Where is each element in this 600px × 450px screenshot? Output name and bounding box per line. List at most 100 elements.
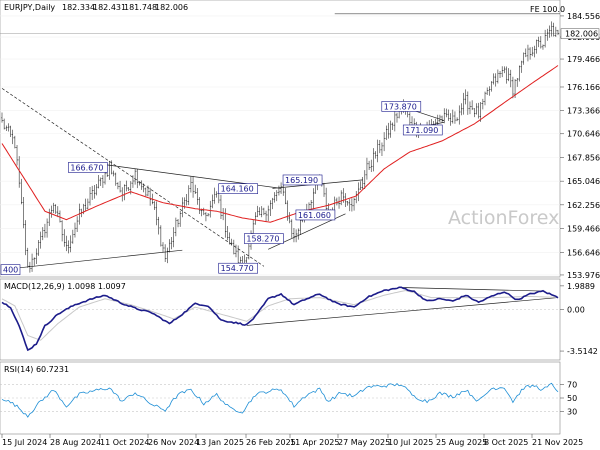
price-bar: [393, 108, 396, 132]
price-bar: [368, 160, 370, 170]
level-label: 161.060: [295, 209, 336, 221]
price-bar: [278, 185, 280, 196]
level-label: 158.270: [244, 233, 284, 244]
price-tick-label: 153.976: [567, 271, 600, 280]
price-bar: [520, 60, 523, 73]
price-bar: [95, 184, 98, 196]
price-bar: [524, 48, 527, 58]
last-price-box: [560, 28, 600, 39]
x-tick-label: 28 Aug 2024: [50, 438, 101, 447]
price-tick-label: 162.256: [567, 201, 600, 210]
price-bar: [269, 200, 272, 216]
price-bar: [13, 135, 16, 149]
price-bar: [391, 122, 394, 130]
x-tick-label: 15 Jul 2024: [2, 438, 47, 447]
price-bar: [254, 212, 257, 225]
price-bar: [286, 200, 289, 221]
price-bar: [99, 177, 102, 186]
level-label: 173.870: [381, 101, 422, 112]
level-box: [381, 101, 422, 112]
macd-line: [1, 286, 559, 352]
price-bar: [260, 206, 263, 218]
price-bar: [389, 120, 392, 138]
price-bar: [153, 201, 156, 210]
price-bar: [108, 160, 111, 180]
price-bar: [374, 151, 377, 159]
level-value: 164.160: [221, 185, 254, 194]
price-bar: [548, 25, 551, 38]
price-bar: [67, 240, 70, 254]
price-bar: [168, 239, 171, 253]
price-bar: [220, 194, 222, 219]
price-bar: [3, 118, 6, 130]
price-bar: [267, 205, 270, 222]
price-bar: [33, 257, 36, 266]
price-bar: [198, 197, 201, 215]
price-bar: [226, 225, 229, 241]
price-bar: [247, 242, 250, 260]
price-bar: [529, 47, 531, 60]
price-bar: [359, 181, 362, 190]
price-bar: [335, 197, 338, 206]
price-bar: [35, 248, 38, 265]
price-bar: [119, 180, 121, 193]
price-bar: [449, 113, 452, 126]
level-value: 400: [3, 266, 18, 275]
price-bar: [436, 114, 439, 126]
price-bar: [441, 115, 443, 123]
rsi-line: [1, 382, 559, 418]
price-bar: [505, 66, 508, 84]
price-bar: [492, 73, 495, 85]
macd-trendline: [246, 297, 559, 326]
last-price-marker: 182.006: [560, 28, 600, 39]
price-bar: [370, 159, 373, 172]
price-bar: [447, 109, 450, 121]
price-bar: [325, 187, 328, 212]
price-bar: [544, 29, 547, 48]
x-tick-label: 21 Nov 2025: [532, 438, 583, 447]
price-bar: [293, 228, 295, 243]
price-bar: [172, 227, 175, 248]
price-bar: [185, 194, 188, 206]
x-tick-label: 25 Aug 2025: [436, 438, 487, 447]
price-bar: [44, 223, 46, 238]
last-price-label: 182.006: [565, 30, 598, 39]
price-tick-label: 159.466: [567, 224, 600, 233]
price-bar: [20, 178, 23, 205]
macd-label: MACD(12,26,9) 1.0098 1.0097: [4, 282, 126, 291]
price-bar: [24, 220, 27, 256]
x-tick-label: 27 May 2025: [338, 438, 390, 447]
rsi-tick-label: 30: [567, 408, 577, 417]
price-bar: [385, 125, 388, 141]
price-bar: [228, 232, 231, 245]
price-bar: [74, 222, 76, 238]
price-tick-label: 184.556: [567, 12, 600, 21]
price-bar: [445, 108, 448, 118]
price-bar: [110, 160, 113, 175]
price-bar: [486, 87, 489, 95]
price-bar: [507, 68, 510, 82]
price-bar: [166, 247, 169, 264]
price-bar: [454, 111, 456, 124]
price-bar: [351, 198, 353, 212]
x-tick-label: 10 Jul 2025: [388, 438, 433, 447]
price-bar: [52, 202, 55, 214]
ohlc-low: 181.748: [124, 3, 157, 12]
price-bar: [84, 198, 87, 212]
price-bar: [170, 237, 173, 250]
price-bar: [11, 129, 14, 145]
price-bar: [91, 185, 94, 201]
level-label: 166.670: [68, 162, 108, 173]
price-bar: [16, 144, 18, 166]
price-bar: [387, 122, 390, 139]
price-bar: [31, 253, 33, 272]
price-bar: [5, 125, 8, 132]
chart-title: EURJPY,Daily: [4, 3, 55, 12]
level-value: 173.870: [384, 102, 417, 111]
price-bar: [378, 140, 381, 154]
price-bar: [190, 176, 192, 193]
x-tick-label: 13 Jan 2025: [196, 438, 244, 447]
macd-trendline: [401, 287, 543, 292]
price-bar: [546, 28, 549, 41]
price-bar: [297, 228, 300, 240]
